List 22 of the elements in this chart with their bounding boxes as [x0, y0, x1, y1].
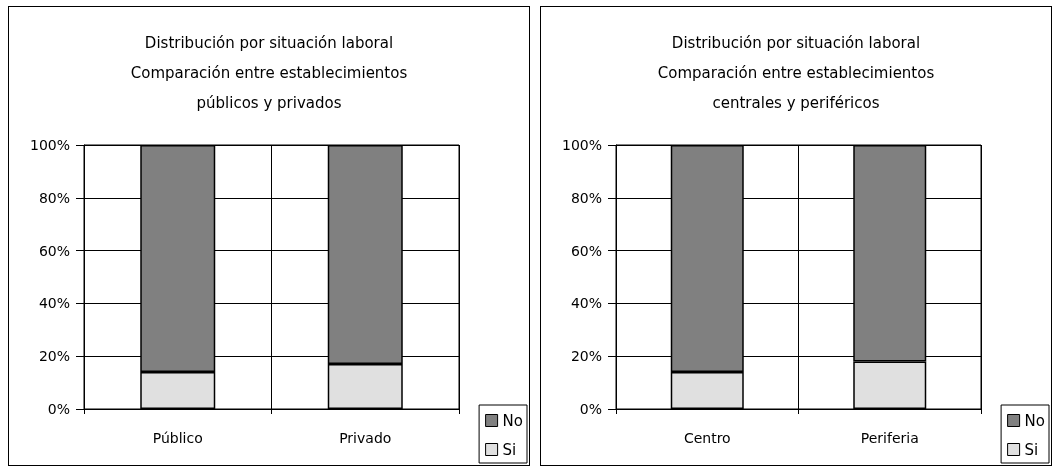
y-tick-label: 20%	[570, 348, 602, 365]
y-tick-label: 60%	[570, 242, 602, 259]
y-tick-label: 80%	[570, 189, 602, 206]
x-tick-label: Privado	[339, 430, 392, 446]
legend-label: No	[1024, 411, 1046, 430]
chart-title: Distribución por situación laboral Comparación entre establecimientos centrales y periféricos	[657, 34, 935, 112]
y-tick-label: 40%	[38, 295, 70, 312]
y-tick-label: 100%	[561, 137, 602, 153]
y-tick-label: 20%	[38, 348, 70, 365]
y-tick-label: 60%	[38, 242, 70, 259]
chart-title: Distribución por situación laboral Comparación entre establecimientos públicos y privados	[130, 34, 408, 112]
x-tick-label: Público	[152, 430, 203, 446]
legend-label: Si	[1024, 440, 1039, 459]
legend-label: No	[502, 411, 524, 430]
legend-label: Si	[502, 440, 517, 459]
y-tick-label: 0%	[47, 401, 70, 417]
y-tick-label: 80%	[38, 189, 70, 206]
y-tick-label: 0%	[579, 401, 602, 417]
x-tick-label: Periferia	[860, 430, 919, 446]
x-tick-label: Centro	[683, 430, 731, 446]
y-tick-label: 40%	[570, 295, 602, 312]
y-tick-label: 100%	[29, 137, 70, 153]
